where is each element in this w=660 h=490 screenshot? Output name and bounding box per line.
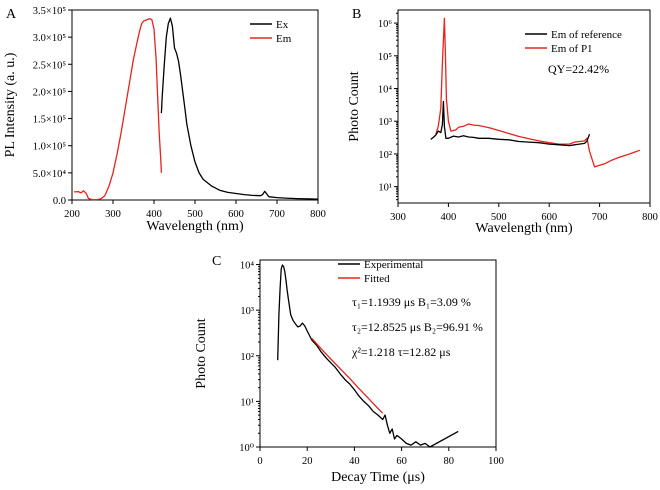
legend-label-c: Experimental	[364, 259, 423, 271]
legend-label-a: Em	[276, 33, 292, 45]
y-axis-label-c: Photo Count	[194, 318, 209, 389]
x-tick-label-a: 400	[146, 209, 162, 220]
y-tick-label-a: 2.5×10⁵	[33, 60, 67, 71]
series-line-a-em	[73, 18, 163, 201]
x-tick-label-b: 400	[441, 212, 457, 223]
plot-frame-b	[397, 9, 651, 204]
y-tick-label-c: 10¹	[240, 397, 254, 408]
panel-letter-c: C	[212, 254, 221, 269]
x-tick-label-c: 20	[302, 456, 313, 467]
x-axis-label-b: Wavelength (nm)	[475, 221, 573, 236]
x-tick-label-a: 200	[64, 209, 80, 220]
y-tick-label-b: 10⁵	[378, 52, 393, 63]
legend-label-a: Ex	[276, 19, 289, 31]
x-tick-label-a: 600	[228, 209, 244, 220]
fit-annotation-1: τ₁=1.1939 μs B₁=3.09 %	[352, 295, 471, 309]
x-tick-label-c: 100	[488, 456, 504, 467]
y-tick-label-a: 1.0×10⁵	[33, 142, 67, 153]
qy-annotation: QY=22.42%	[548, 62, 609, 76]
y-tick-label-b: 10¹	[378, 183, 392, 194]
x-tick-label-b: 500	[491, 212, 507, 223]
x-tick-label-c: 0	[257, 456, 262, 467]
y-tick-label-a: 1.5×10⁵	[33, 115, 67, 126]
y-tick-label-b: 10³	[378, 117, 392, 128]
series-line-b-em-of-reference	[430, 100, 591, 147]
x-tick-label-c: 60	[396, 456, 407, 467]
y-tick-label-c: 10⁴	[240, 261, 255, 272]
series-line-b-em-of-p1	[435, 17, 641, 168]
x-tick-label-b: 800	[642, 212, 658, 223]
y-tick-label-c: 10²	[240, 352, 254, 363]
x-axis-label-a: Wavelength (nm)	[146, 219, 244, 234]
x-tick-label-b: 300	[390, 212, 406, 223]
y-tick-label-c: 10⁰	[239, 443, 254, 454]
y-tick-label-c: 10³	[240, 306, 254, 317]
y-tick-label-b: 10⁶	[378, 19, 393, 30]
series-line-c-experimental	[277, 264, 459, 448]
y-tick-label-a: 3.0×10⁵	[33, 33, 67, 44]
panel-letter-b: B	[352, 7, 361, 22]
y-tick-label-a: 5.0×10⁴	[33, 169, 67, 180]
y-tick-label-a: 2.0×10⁵	[33, 87, 67, 98]
x-tick-label-a: 700	[269, 209, 285, 220]
y-axis-label-a: PL Intensity (a. u.)	[3, 52, 18, 157]
plot-frame-c	[259, 259, 497, 448]
x-tick-label-b: 600	[541, 212, 557, 223]
legend-label-c: Fitted	[364, 273, 390, 285]
panel-letter-a: A	[6, 7, 17, 22]
y-tick-label-a: 3.5×10⁵	[33, 6, 67, 17]
x-tick-label-b: 700	[592, 212, 608, 223]
y-axis-label-b: Photo Count	[347, 71, 362, 142]
y-tick-label-b: 10²	[378, 150, 392, 161]
x-tick-label-c: 40	[349, 456, 360, 467]
y-tick-label-a: 0.0	[53, 196, 66, 207]
legend-label-b: Em of P1	[551, 43, 593, 55]
x-axis-label-c: Decay Time (μs)	[331, 470, 425, 485]
series-line-a-ex	[160, 17, 319, 200]
x-tick-label-c: 80	[444, 456, 455, 467]
x-tick-label-a: 800	[310, 209, 326, 220]
y-tick-label-b: 10⁴	[378, 85, 393, 96]
x-tick-label-a: 300	[105, 209, 121, 220]
fit-annotation-2: τ₂=12.8525 μs B₂=96.91 %	[352, 320, 483, 334]
legend-label-b: Em of reference	[551, 29, 622, 41]
series-line-c-fitted	[311, 337, 384, 414]
fit-annotation-3: χ²=1.218 τ=12.82 μs	[351, 345, 451, 359]
x-tick-label-a: 500	[187, 209, 203, 220]
